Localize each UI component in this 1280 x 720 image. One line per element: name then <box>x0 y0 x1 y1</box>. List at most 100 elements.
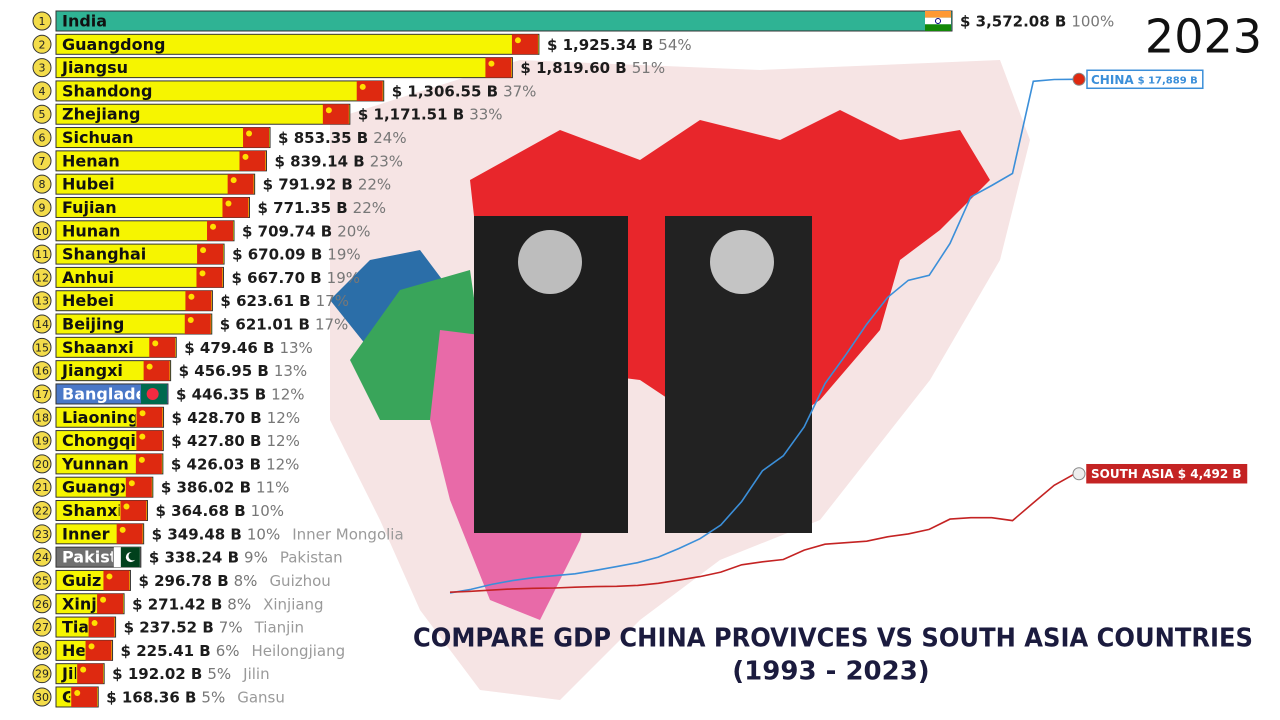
rank-badge <box>32 664 52 684</box>
line-end-label: $ 17,889 B <box>1138 75 1198 86</box>
flag <box>925 24 951 31</box>
share-label: 7% <box>219 619 243 637</box>
bar-label: Jiangxi <box>61 361 123 380</box>
flag <box>184 314 211 335</box>
rank-badge <box>32 104 52 124</box>
outside-label: Inner Mongolia <box>292 525 403 543</box>
bar-label: Inner Mongolia <box>62 524 198 543</box>
bar-label: Hunan <box>62 221 120 240</box>
bar-label: Henan <box>62 151 120 170</box>
outside-label: Xinjiang <box>263 595 324 613</box>
bar-chart: 1 India $ 3,572.08 B 100% 2 Guangdong $ 1,925.… <box>32 10 1114 708</box>
flag <box>91 620 98 627</box>
value-label: $ 1,171.51 B <box>358 106 464 124</box>
bar <box>55 127 271 149</box>
rank-label: 4 <box>39 85 46 98</box>
rank-label: 18 <box>35 411 49 424</box>
outside-label: Heilongjiang <box>252 642 346 660</box>
line-label-box <box>1086 69 1204 90</box>
line-label: SOUTH ASIA <box>1091 467 1174 481</box>
bar <box>55 266 224 288</box>
bar-label: India <box>62 12 107 31</box>
outside-label: Jilin <box>242 665 269 683</box>
rank-badge <box>32 407 52 427</box>
rank-badge <box>32 547 52 567</box>
bar-label: Pakistan <box>62 548 140 567</box>
share-label: 100% <box>1071 13 1114 31</box>
flag <box>100 596 107 603</box>
bar-label: Sichuan <box>62 128 133 147</box>
bar-label: Hebei <box>62 291 114 310</box>
flag <box>356 80 383 101</box>
share-label: 33% <box>469 106 502 124</box>
flag <box>925 11 951 18</box>
share-label: 11% <box>256 479 289 497</box>
value-label: $ 839.14 B <box>274 152 364 170</box>
value-label: $ 667.70 B <box>231 269 321 287</box>
value-label: $ 296.78 B <box>138 572 228 590</box>
rank-label: 9 <box>39 201 46 214</box>
flag <box>139 433 146 440</box>
value-label: $ 271.42 B <box>132 595 222 613</box>
bar <box>55 360 172 382</box>
share-label: 17% <box>316 292 349 310</box>
flag <box>138 456 145 463</box>
bar <box>55 150 267 172</box>
flag <box>246 130 253 137</box>
bar-label: Anhui <box>62 268 114 287</box>
line <box>449 78 1076 594</box>
value-label: $ 1,925.34 B <box>547 36 653 54</box>
flag <box>139 410 146 417</box>
rank-label: 12 <box>35 271 49 284</box>
line-end-marker <box>1072 467 1086 481</box>
share-label: 12% <box>266 455 299 473</box>
bar-label: Shaanxi <box>62 338 134 357</box>
value-label: $ 426.03 B <box>171 455 261 473</box>
flag <box>128 551 138 561</box>
share-label: 37% <box>503 82 536 100</box>
year: 2023 <box>1145 10 1262 64</box>
rank-badge <box>32 151 52 171</box>
value-label: $ 853.35 B <box>278 129 368 147</box>
value-label: $ 791.92 B <box>263 176 353 194</box>
flag <box>488 60 495 67</box>
flag <box>207 220 234 241</box>
value-label: $ 1,306.55 B <box>392 82 498 100</box>
flag <box>146 387 159 400</box>
share-label: 13% <box>274 362 307 380</box>
flag <box>187 317 194 324</box>
bar-label: Shanghai <box>62 245 146 264</box>
flag <box>230 177 237 184</box>
flag <box>143 360 170 381</box>
rank-badge <box>32 197 52 217</box>
rank-label: 7 <box>39 155 46 168</box>
rank-badge <box>32 477 52 497</box>
share-label: 6% <box>216 642 240 660</box>
share-label: 8% <box>234 572 258 590</box>
rank-badge <box>32 58 52 78</box>
share-label: 24% <box>373 129 406 147</box>
rank-badge <box>32 267 52 287</box>
bar <box>55 196 250 218</box>
share-label: 13% <box>279 339 312 357</box>
line-end-label: $ 4,492 B <box>1178 467 1242 481</box>
flag <box>74 689 81 696</box>
flag <box>227 174 254 195</box>
rank-label: 19 <box>35 435 49 448</box>
share-label: 12% <box>271 385 304 403</box>
share-label: 8% <box>227 595 251 613</box>
flag <box>199 270 206 277</box>
flag <box>125 477 152 498</box>
value-label: $ 3,572.08 B <box>960 13 1066 31</box>
rank-badge <box>32 314 52 334</box>
flag <box>103 570 130 591</box>
rank-label: 22 <box>35 505 49 518</box>
flag <box>196 267 223 288</box>
bar-label: Tianjin <box>62 618 123 637</box>
flag <box>514 37 521 44</box>
bar-label: Fujian <box>62 198 117 217</box>
rank-label: 27 <box>35 621 49 634</box>
rank-badge <box>32 570 52 590</box>
rank-badge <box>32 687 52 707</box>
